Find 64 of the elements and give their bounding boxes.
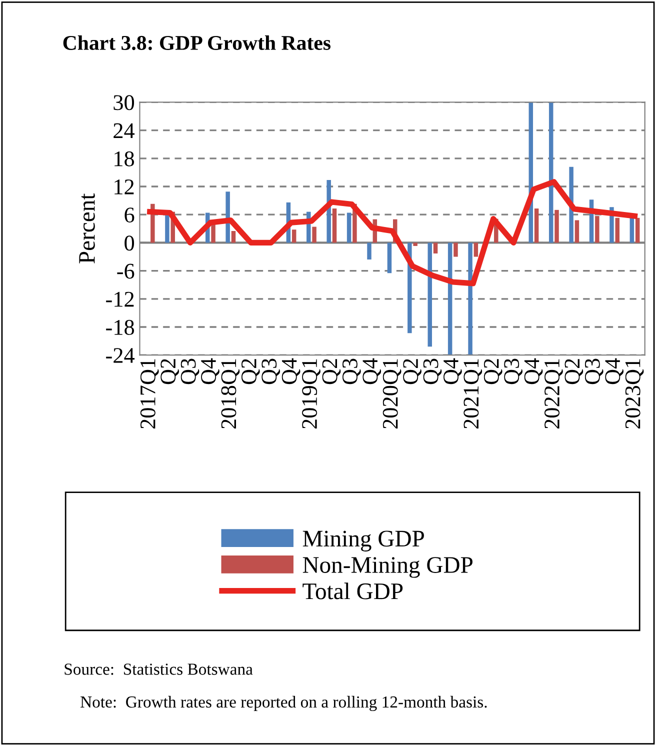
x-tick-label: 2023Q1 (625, 359, 644, 428)
y-tick-label: -24 (106, 348, 135, 363)
x-tick-label: Q3 (423, 358, 442, 384)
bar (211, 224, 216, 243)
legend-label: Non-Mining GDP (302, 557, 472, 578)
x-tick-label: Q3 (584, 358, 604, 384)
x-tick-label: Q4 (282, 358, 300, 384)
x-tick-label: Q3 (180, 358, 200, 384)
x-tick-label: Q4 (524, 358, 543, 384)
x-tick-label: Q3 (504, 358, 522, 384)
x-tick-label: 2022Q1 (544, 359, 563, 428)
y-tick-label: -18 (106, 320, 134, 335)
source-note: Source: Statistics Botswana (64, 664, 253, 675)
bar (615, 218, 620, 243)
bar (413, 242, 418, 246)
bar (387, 242, 392, 274)
y-axis-title: Percent (79, 193, 95, 264)
bar (554, 210, 559, 243)
bar (312, 226, 316, 243)
x-tick-label: Q4 (362, 358, 382, 384)
bar (428, 242, 432, 347)
x-tick-label: Q4 (201, 358, 220, 384)
x-tick-label: Q3 (262, 358, 280, 384)
x-tick-label: 2018Q1 (221, 359, 240, 428)
x-tick-label: Q2 (403, 359, 422, 384)
legend-label: Mining GDP (302, 530, 424, 552)
x-tick-label: Q4 (444, 358, 462, 384)
bar (468, 242, 472, 356)
x-tick-label: Q2 (322, 359, 341, 384)
bar (433, 242, 438, 254)
bar (346, 212, 352, 243)
x-tick-label: Q2 (564, 359, 584, 384)
y-tick-label: 18 (114, 151, 134, 166)
chart-title: Chart 3.8: GDP Growth Rates (63, 35, 331, 50)
legend-label: Total GDP (302, 582, 403, 600)
bar (548, 102, 554, 243)
text: Note: Growth rates are reported on a rolling 12-month basis. (80, 696, 487, 712)
x-tick-label: Q3 (342, 358, 361, 384)
x-tick-label: 2020Q1 (382, 359, 402, 428)
bar (574, 220, 580, 243)
y-tick-label: 30 (114, 95, 134, 110)
y-tick-label: 12 (114, 179, 134, 194)
bar (231, 230, 236, 243)
x-tick-label: Q2 (241, 359, 260, 384)
bar (595, 216, 600, 243)
bar (367, 242, 372, 260)
bar (454, 242, 458, 257)
bar (332, 208, 337, 243)
x-tick-label: Q4 (605, 358, 624, 384)
y-tick-label: 24 (114, 123, 135, 138)
bar (534, 208, 539, 243)
x-tick-label: Q2 (160, 359, 179, 384)
bar (165, 215, 170, 243)
bar (474, 242, 478, 257)
x-tick-label: 2019Q1 (302, 359, 320, 428)
bar (635, 218, 640, 243)
y-tick-label: -6 (117, 264, 134, 279)
x-tick-label: 2021Q1 (464, 359, 482, 428)
x-tick-label: 2017Q1 (140, 359, 159, 428)
y-tick-label: -12 (106, 292, 134, 307)
y-tick-label: 0 (124, 236, 134, 251)
x-tick-label: Q2 (484, 359, 502, 384)
bar (292, 230, 296, 243)
y-tick-label: 6 (124, 208, 134, 223)
